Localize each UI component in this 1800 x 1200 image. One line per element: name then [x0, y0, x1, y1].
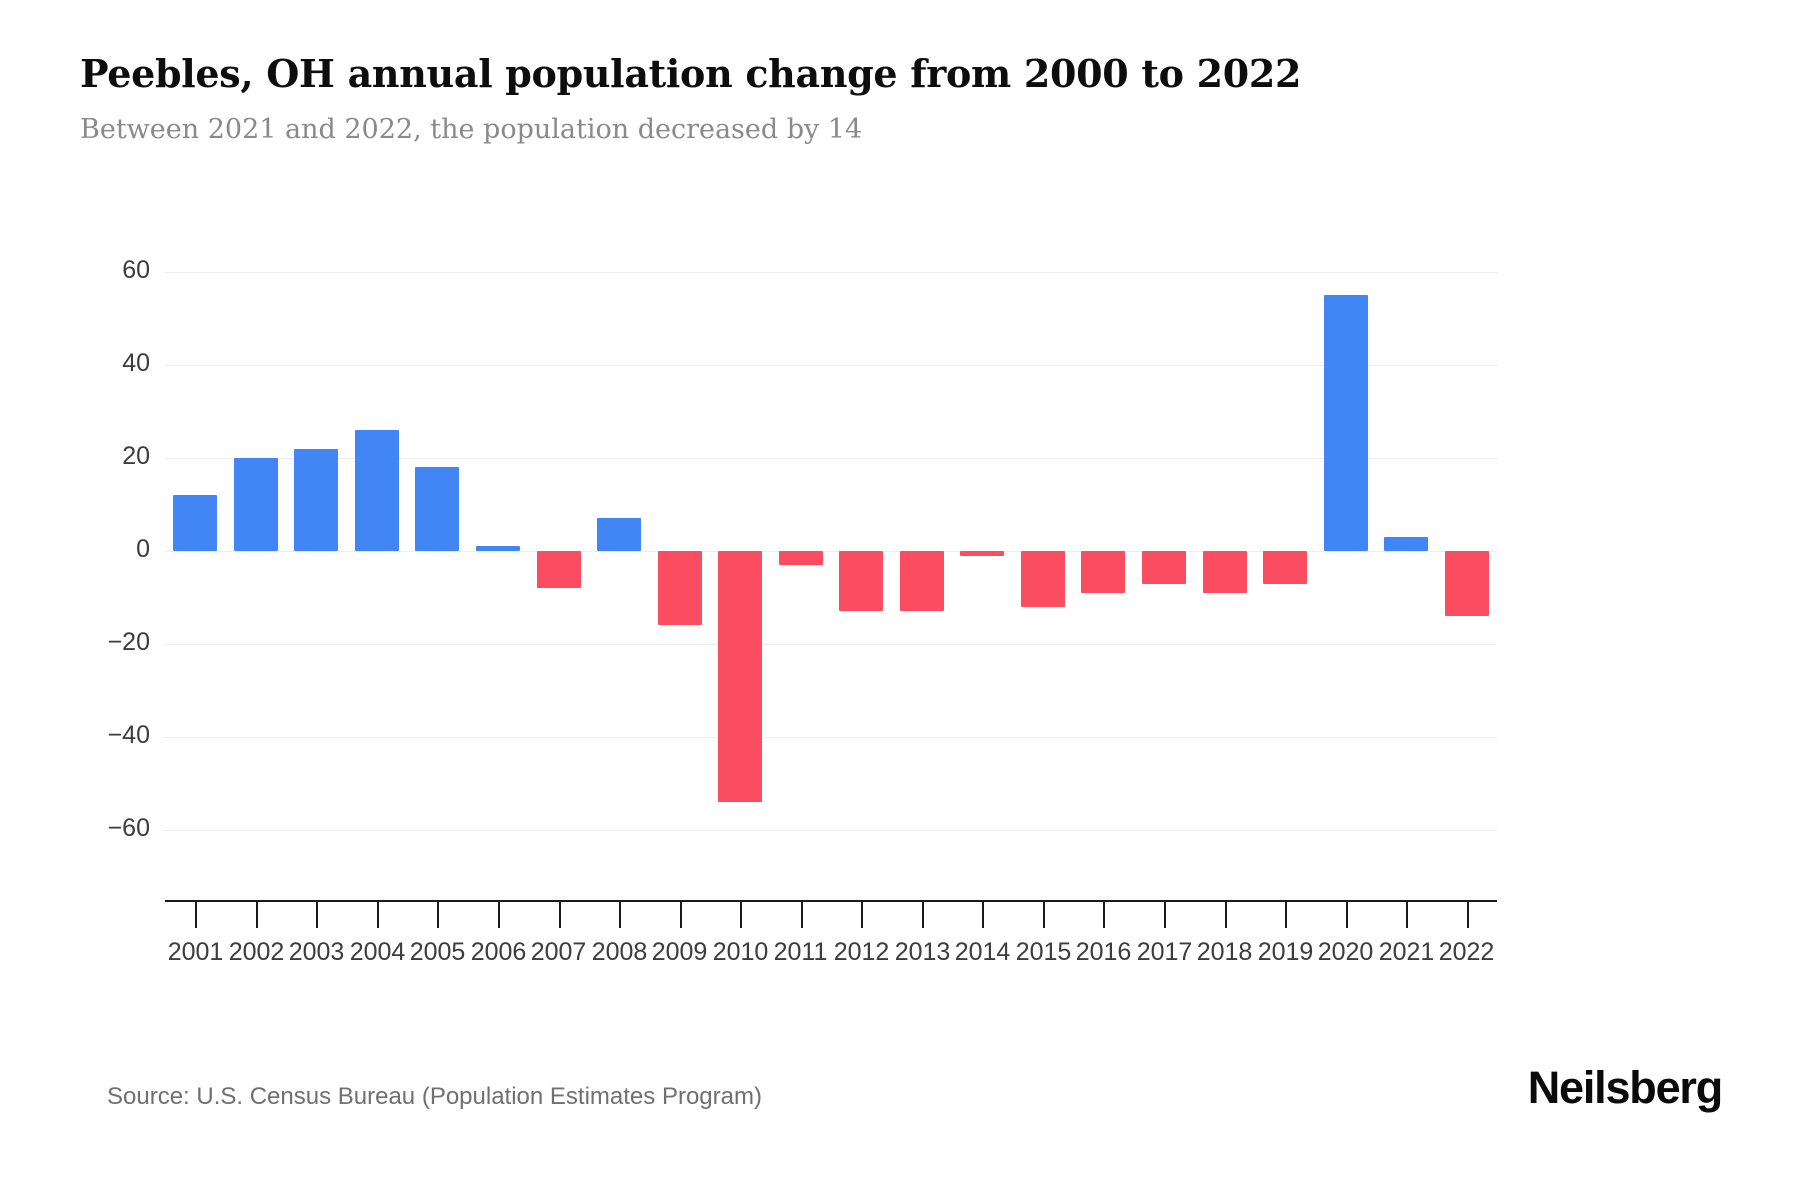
x-axis-tick-label: 2022: [1438, 938, 1495, 966]
chart-header: Peebles, OH annual population change fro…: [80, 52, 1720, 146]
x-axis-line: [165, 900, 1497, 902]
x-axis-tick-label: 2012: [833, 938, 890, 966]
bar-2005[interactable]: [415, 467, 459, 551]
x-axis-tick: [256, 902, 258, 928]
x-axis-tick-label: 2019: [1257, 938, 1314, 966]
x-axis-tick: [680, 902, 682, 928]
x-axis-tick-label: 2004: [349, 938, 406, 966]
x-axis-tick: [437, 902, 439, 928]
gridline: [165, 551, 1497, 552]
gridline: [165, 458, 1497, 459]
x-axis-tick: [1103, 902, 1105, 928]
y-axis-tick-label: 20: [122, 442, 150, 470]
y-axis-tick-label: 40: [122, 349, 150, 377]
y-axis-tick-label: −20: [107, 628, 150, 656]
bar-2021[interactable]: [1384, 537, 1428, 551]
x-axis-tick-label: 2007: [530, 938, 587, 966]
gridline: [165, 272, 1497, 273]
bar-2011[interactable]: [779, 551, 823, 565]
bar-2006[interactable]: [476, 546, 520, 551]
bar-2015[interactable]: [1021, 551, 1065, 607]
gridline: [165, 644, 1497, 645]
x-axis-tick: [1285, 902, 1287, 928]
x-axis-tick: [559, 902, 561, 928]
x-axis-tick-label: 2011: [773, 938, 828, 966]
y-axis-tick-label: −40: [107, 721, 150, 749]
bar-2012[interactable]: [839, 551, 883, 611]
x-axis-tick-label: 2021: [1378, 938, 1435, 966]
x-axis-tick-label: 2003: [288, 938, 345, 966]
gridline: [165, 830, 1497, 831]
bar-2002[interactable]: [234, 458, 278, 551]
x-axis-tick: [1406, 902, 1408, 928]
bar-2020[interactable]: [1324, 295, 1368, 551]
x-axis-tick-label: 2014: [954, 938, 1011, 966]
x-axis-tick: [498, 902, 500, 928]
source-note: Source: U.S. Census Bureau (Population E…: [107, 1083, 762, 1110]
x-axis-tick: [1467, 902, 1469, 928]
bar-2019[interactable]: [1263, 551, 1307, 584]
gridline: [165, 365, 1497, 366]
bar-2004[interactable]: [355, 430, 399, 551]
x-axis-tick: [316, 902, 318, 928]
x-axis-tick: [619, 902, 621, 928]
bar-2022[interactable]: [1445, 551, 1489, 616]
x-axis-tick-label: 2006: [470, 938, 527, 966]
x-axis-tick-label: 2002: [228, 938, 285, 966]
x-axis-tick: [1225, 902, 1227, 928]
bar-2001[interactable]: [173, 495, 217, 551]
x-axis-tick-label: 2018: [1196, 938, 1253, 966]
x-axis-tick-label: 2015: [1015, 938, 1072, 966]
x-axis-tick: [982, 902, 984, 928]
bar-2009[interactable]: [658, 551, 702, 625]
x-axis-tick-label: 2008: [591, 938, 648, 966]
x-axis-tick: [861, 902, 863, 928]
x-axis-tick-label: 2017: [1136, 938, 1193, 966]
bar-2013[interactable]: [900, 551, 944, 611]
page-title: Peebles, OH annual population change fro…: [80, 51, 1302, 96]
bar-2016[interactable]: [1081, 551, 1125, 593]
bar-2003[interactable]: [294, 449, 338, 551]
bar-2017[interactable]: [1142, 551, 1186, 584]
bar-2010[interactable]: [718, 551, 762, 802]
x-axis-tick-label: 2005: [409, 938, 466, 966]
y-axis-tick-label: 60: [122, 256, 150, 284]
x-axis-tick-label: 2009: [651, 938, 708, 966]
x-axis-tick-label: 2016: [1075, 938, 1132, 966]
x-axis-tick: [801, 902, 803, 928]
x-axis-tick-label: 2001: [167, 938, 224, 966]
x-axis-tick: [377, 902, 379, 928]
x-axis-tick-label: 2013: [894, 938, 951, 966]
x-axis-tick: [195, 902, 197, 928]
chart-subtitle: Between 2021 and 2022, the population de…: [80, 113, 863, 145]
gridline: [165, 737, 1497, 738]
bar-2014[interactable]: [960, 551, 1004, 556]
x-axis-tick: [740, 902, 742, 928]
x-axis-tick-label: 2010: [712, 938, 769, 966]
bar-2018[interactable]: [1203, 551, 1247, 593]
y-axis-tick-label: 0: [136, 535, 150, 563]
brand-logo: Neilsberg: [1527, 1062, 1723, 1113]
y-axis-tick-label: −60: [107, 814, 150, 842]
x-axis-tick: [922, 902, 924, 928]
x-axis-tick: [1164, 902, 1166, 928]
bar-2007[interactable]: [537, 551, 581, 588]
x-axis-tick-label: 2020: [1317, 938, 1374, 966]
x-axis-tick: [1346, 902, 1348, 928]
bar-2008[interactable]: [597, 518, 641, 551]
x-axis-tick: [1043, 902, 1045, 928]
